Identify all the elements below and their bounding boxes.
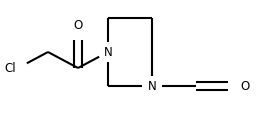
Text: O: O xyxy=(73,19,83,32)
Text: N: N xyxy=(104,46,112,59)
Text: O: O xyxy=(240,79,249,92)
Text: Cl: Cl xyxy=(4,62,16,75)
Text: N: N xyxy=(148,79,156,92)
